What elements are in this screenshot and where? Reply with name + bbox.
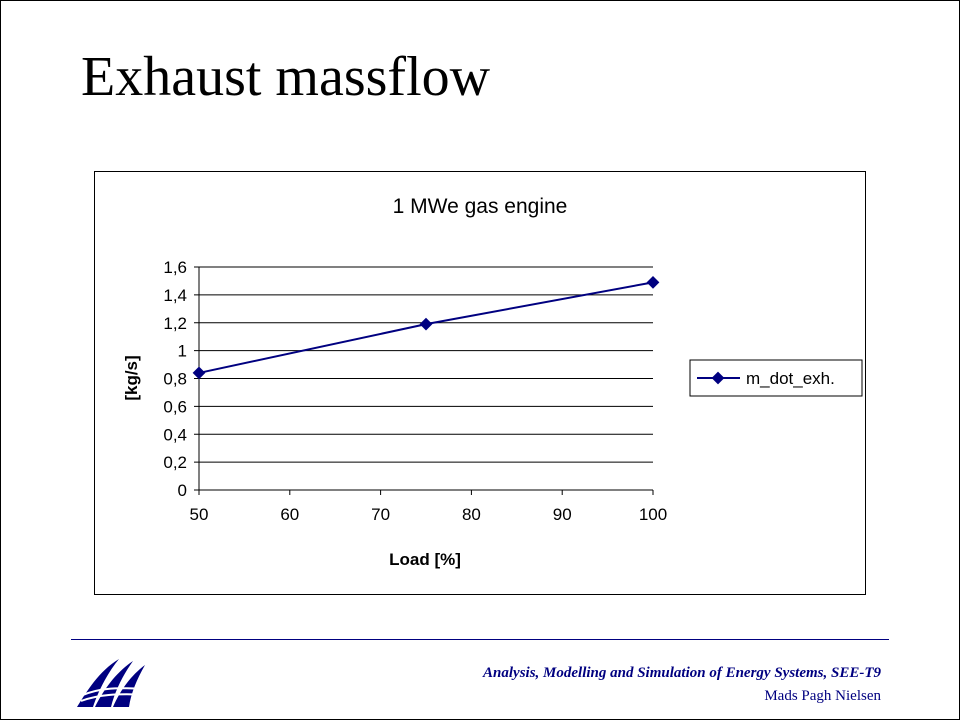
chart-area: 1 MWe gas engine 0 0,2 0,4 0,6 0,8 1 1,2 1,4 1,6… <box>94 171 866 595</box>
y-tick-labels: 0 0,2 0,4 0,6 0,8 1 1,2 1,4 1,6 <box>163 258 187 500</box>
x-tick-label: 100 <box>639 505 667 524</box>
y-tick-label: 0,6 <box>163 397 187 416</box>
y-tick-label: 0,4 <box>163 425 187 444</box>
x-tick-label: 50 <box>190 505 209 524</box>
y-axis-label: [kg/s] <box>122 355 141 400</box>
y-tick-label: 1 <box>178 342 187 361</box>
x-axis-label: Load [%] <box>389 550 461 569</box>
x-tick-label: 60 <box>280 505 299 524</box>
chart-title: 1 MWe gas engine <box>393 195 568 218</box>
line-chart: 1 MWe gas engine 0 0,2 0,4 0,6 0,8 1 1,2 1,4 1,6… <box>122 195 863 569</box>
data-point <box>419 317 433 331</box>
legend-label: m_dot_exh. <box>746 369 835 388</box>
x-tick-labels: 50 60 70 80 90 100 <box>190 505 668 524</box>
footer-course-title: Analysis, Modelling and Simulation of En… <box>483 665 881 681</box>
slide-title: Exhaust massflow <box>81 46 491 108</box>
y-tick-label: 0,8 <box>163 370 187 389</box>
footer-author: Mads Pagh Nielsen <box>764 688 881 704</box>
axes <box>194 266 654 495</box>
data-point <box>646 275 660 289</box>
y-tick-label: 0,2 <box>163 453 187 472</box>
legend: m_dot_exh. <box>689 359 863 397</box>
wave-logo-icon <box>73 649 151 714</box>
y-tick-label: 1,4 <box>163 286 187 305</box>
series <box>192 275 660 380</box>
x-tick-label: 70 <box>371 505 390 524</box>
gridlines <box>199 266 653 463</box>
y-tick-label: 1,6 <box>163 258 187 277</box>
x-tick-label: 80 <box>462 505 481 524</box>
y-tick-label: 0 <box>178 481 187 500</box>
x-tick-label: 90 <box>553 505 572 524</box>
footer-rule <box>71 639 889 640</box>
y-tick-label: 1,2 <box>163 314 187 333</box>
data-point <box>192 366 206 380</box>
